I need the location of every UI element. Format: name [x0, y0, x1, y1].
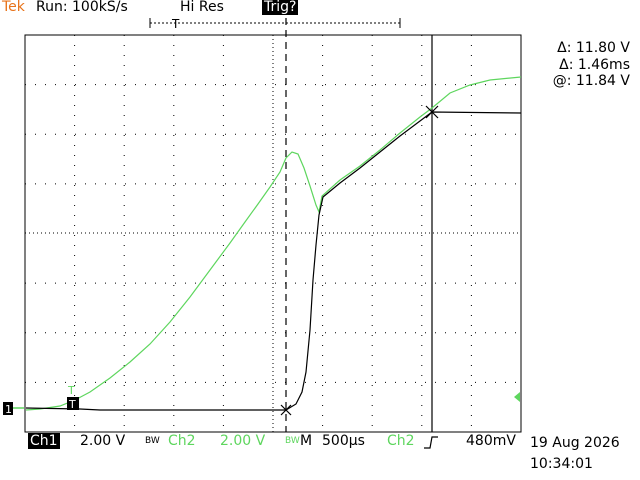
ch1-ground-label: 1	[5, 403, 12, 416]
ch1-trace	[25, 111, 522, 411]
trigger-level: 480mV	[466, 433, 516, 449]
record-window-bracket	[149, 18, 401, 28]
trigger-slope-icon	[424, 436, 438, 449]
ch2-scale: 2.00 V	[220, 433, 266, 449]
cursor-cross-2	[425, 105, 439, 119]
record-trigger-marker: T	[171, 17, 180, 31]
ch2-trigger-marker-label: T	[68, 398, 76, 411]
ch2-trace	[25, 76, 522, 411]
date-readout: 19 Aug 2026	[530, 435, 620, 451]
ch1-bandwidth-limit: BW	[145, 436, 160, 446]
ch2-bandwidth-limit: BW	[285, 436, 300, 446]
ch1-label[interactable]: Ch1	[28, 433, 60, 449]
cursor-delta-voltage: Δ: 11.80 V	[557, 40, 630, 56]
trigger-level-arrow	[514, 392, 520, 402]
ch2-label[interactable]: Ch2	[168, 433, 196, 449]
cursor-cross-1	[280, 404, 292, 416]
graticule-grid	[25, 35, 521, 432]
ch1-ground-marker	[3, 402, 13, 415]
ch2-trigger-marker	[67, 397, 79, 410]
ch1-scale: 2.00 V	[80, 433, 126, 449]
timebase-prefix: M	[300, 433, 313, 449]
trigger-status: Trig?	[262, 0, 299, 15]
brand-logo: Tek	[2, 0, 25, 15]
acquisition-state: Run: 100kS/s	[36, 0, 128, 15]
acquisition-mode: Hi Res	[180, 0, 224, 15]
graticule-center-axes	[25, 35, 521, 432]
time-readout: 10:34:01	[530, 456, 593, 472]
timebase-scale: 500µs	[322, 433, 365, 449]
ch2-level-marker: T	[67, 384, 75, 397]
cursor-at-voltage: @: 11.84 V	[552, 73, 630, 89]
cursor-delta-time: Δ: 1.46ms	[559, 57, 630, 73]
trigger-source: Ch2	[387, 433, 415, 449]
